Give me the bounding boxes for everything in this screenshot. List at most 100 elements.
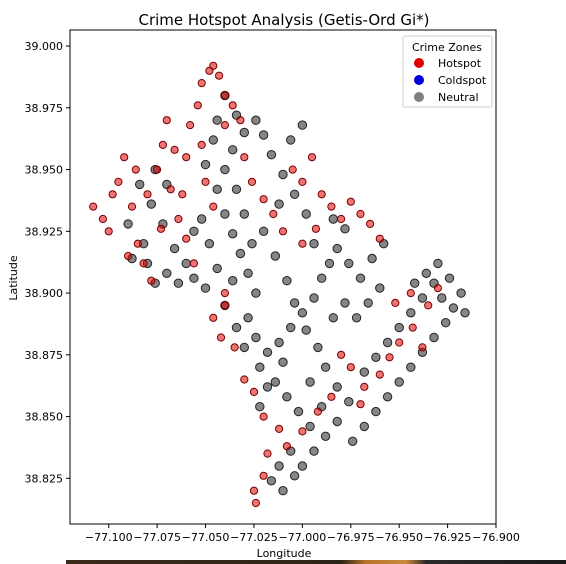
hotspot-point	[298, 177, 307, 186]
neutral-point	[301, 325, 311, 335]
hotspot-point	[182, 234, 191, 243]
neutral-point	[344, 397, 354, 407]
neutral-point	[410, 278, 420, 288]
hotspot-point	[406, 289, 415, 298]
neutral-point	[344, 258, 354, 269]
neutral-point	[348, 436, 358, 446]
neutral-point	[297, 120, 308, 130]
hotspot-point	[197, 140, 206, 149]
hotspot-point	[189, 259, 198, 268]
legend-label-coldspot: Coldspot	[438, 74, 487, 87]
hotspot-point	[114, 177, 123, 186]
hotspot-point	[153, 165, 162, 174]
neutral-point	[231, 322, 242, 333]
legend-marker-coldspot	[414, 75, 424, 85]
neutral-point	[278, 357, 288, 367]
hotspot-point	[104, 227, 113, 236]
neutral-point	[282, 392, 292, 402]
neutral-point	[247, 239, 257, 249]
neutral-point	[135, 179, 145, 190]
neutral-point	[208, 135, 219, 145]
neutral-point	[212, 263, 222, 274]
hotspot-point	[391, 298, 400, 307]
neutral-point	[394, 377, 404, 387]
neutral-point	[212, 115, 222, 125]
hotspot-point	[133, 239, 142, 248]
neutral-point	[251, 332, 261, 343]
hotspot-point	[124, 251, 133, 261]
hotspot-point	[156, 224, 166, 233]
y-tick-label: 38.925	[25, 225, 64, 238]
neutral-point	[278, 486, 288, 496]
hotspot-point	[98, 214, 108, 224]
neutral-point	[262, 347, 273, 357]
legend-marker-neutral	[414, 92, 424, 102]
neutral-point	[239, 342, 250, 353]
neutral-point	[324, 258, 335, 269]
hotspot-point	[220, 121, 229, 130]
neutral-point	[251, 115, 261, 125]
hotspot-point	[182, 153, 191, 162]
neutral-point	[309, 446, 319, 456]
neutral-point	[448, 303, 459, 313]
neutral-point	[243, 313, 253, 323]
hotspot-point	[240, 375, 249, 384]
neutral-point	[437, 293, 447, 303]
neutral-point	[313, 342, 323, 353]
neutral-point	[444, 273, 455, 283]
neutral-point	[274, 461, 284, 471]
neutral-point	[278, 169, 288, 180]
neutral-point	[332, 416, 342, 427]
hotspot-point	[143, 190, 152, 199]
hotspot-point	[249, 387, 259, 396]
hotspot-point	[178, 190, 187, 199]
neutral-point	[297, 308, 308, 318]
neutral-point	[266, 476, 277, 486]
hotspot-point	[337, 350, 346, 359]
hotspot-point	[162, 116, 171, 125]
neutral-point	[305, 377, 315, 387]
hotspot-point	[385, 353, 394, 362]
hotspot-point	[197, 79, 206, 88]
neutral-point	[228, 145, 238, 155]
neutral-point	[429, 332, 439, 343]
neutral-point	[162, 268, 172, 278]
hotspot-point	[278, 227, 288, 236]
hotspot-point	[408, 323, 417, 332]
neutral-point	[367, 253, 377, 264]
hotspot-point	[317, 190, 326, 199]
hotspot-point	[346, 363, 355, 372]
neutral-point	[274, 337, 284, 348]
legend-label-neutral: Neutral	[438, 91, 479, 104]
neutral-point	[228, 229, 238, 239]
neutral-point	[375, 283, 385, 293]
neutral-point	[355, 273, 366, 283]
neutral-point	[317, 273, 327, 283]
y-axis-label: Latitude	[7, 255, 20, 301]
hotspot-point	[275, 424, 284, 433]
hotspot-point	[288, 165, 297, 174]
hotspot-point	[282, 442, 291, 451]
legend-box	[402, 35, 493, 108]
hotspot-point	[193, 101, 202, 110]
hotspot-point	[139, 259, 148, 268]
neutral-point	[320, 431, 331, 441]
neutral-point	[340, 224, 350, 234]
y-tick-label: 38.850	[25, 411, 64, 424]
neutral-point	[297, 461, 308, 471]
neutral-point	[460, 308, 470, 318]
x-axis-label: Longitude	[257, 547, 312, 560]
legend-entries: Hotspot Coldspot Neutral	[414, 57, 487, 104]
neutral-point	[282, 276, 292, 286]
hotspot-point	[418, 343, 427, 352]
hotspot-point	[186, 121, 195, 130]
hotspot-point	[209, 202, 218, 211]
neutral-point	[258, 226, 269, 237]
hotspot-point	[240, 153, 249, 162]
neutral-point	[231, 184, 242, 195]
neutral-point	[417, 293, 428, 303]
neutral-point	[189, 226, 199, 237]
neutral-point	[301, 209, 311, 219]
y-tick-label: 39.000	[25, 40, 64, 53]
